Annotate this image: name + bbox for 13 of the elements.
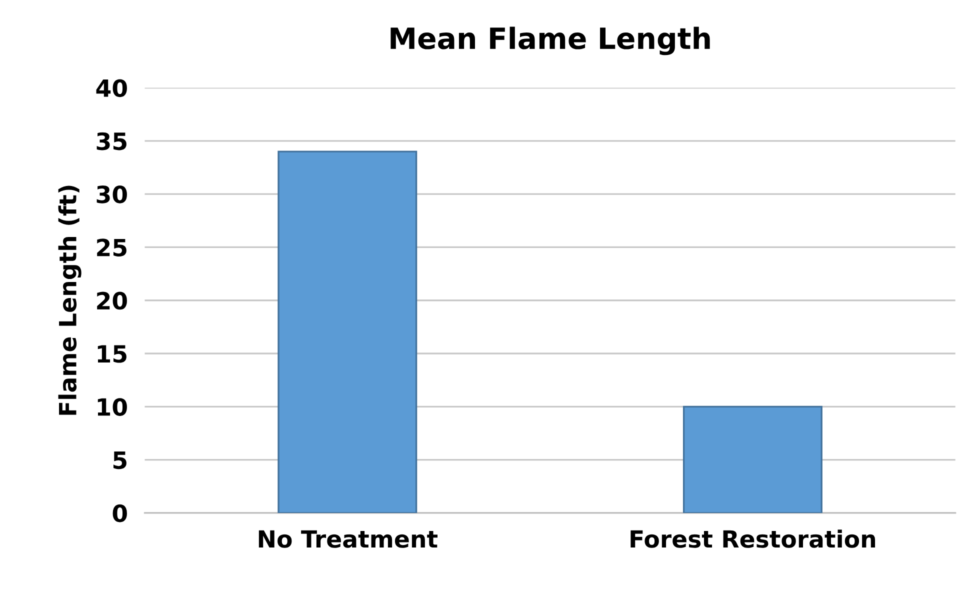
y-tick-label: 0 (112, 504, 127, 522)
y-tick-label: 20 (97, 292, 127, 310)
y-tick-label: 40 (96, 79, 127, 98)
y-tick-label: 10 (98, 398, 127, 416)
y-tick-label: 35 (96, 132, 126, 150)
y-axis-title: Flame Length (ft) (58, 186, 82, 415)
y-tick-label: 15 (98, 345, 126, 363)
x-tick-label: Forest Restoration (630, 530, 876, 548)
y-tick-label: 30 (96, 186, 127, 204)
y-tick-label: 5 (113, 452, 126, 470)
x-tick-label: No Treatment (258, 530, 438, 548)
chart-title: Mean Flame Length (390, 26, 710, 56)
y-tick-label: 25 (97, 238, 126, 257)
